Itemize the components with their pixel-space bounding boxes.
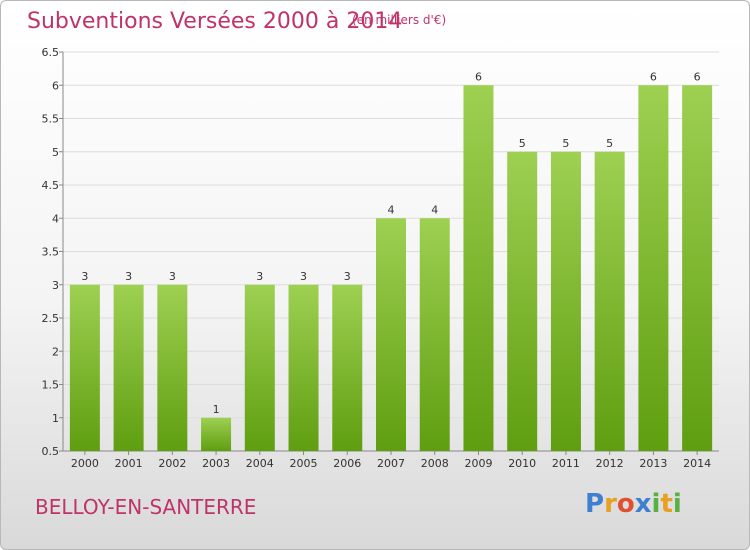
x-tick-label: 2006: [333, 457, 361, 470]
x-tick-label: 2008: [421, 457, 449, 470]
bar-2004: [244, 284, 275, 451]
x-tick-label: 2010: [508, 457, 536, 470]
bar-2002: [157, 284, 188, 451]
data-label-2002: 3: [169, 270, 176, 283]
y-tick-label: 2: [52, 345, 59, 358]
y-tick-label: 5: [52, 146, 59, 159]
x-tick-label: 2007: [377, 457, 405, 470]
data-label-2000: 3: [81, 270, 88, 283]
bar-2009: [463, 85, 494, 451]
bar-2014: [682, 85, 713, 451]
y-tick-label: 3: [52, 279, 59, 292]
data-label-2007: 4: [388, 203, 395, 216]
bar-2006: [332, 284, 363, 451]
y-tick-label: 2.5: [42, 312, 60, 325]
logo-letter: t: [660, 489, 673, 519]
y-tick-label: 1.5: [42, 379, 60, 392]
y-tick-label: 1: [52, 412, 59, 425]
logo-letter: P: [585, 489, 605, 519]
data-label-2004: 3: [256, 270, 263, 283]
bar-2013: [638, 85, 669, 451]
bar-2011: [550, 151, 581, 451]
x-tick-label: 2002: [158, 457, 186, 470]
data-label-2006: 3: [344, 270, 351, 283]
data-label-2013: 6: [650, 70, 657, 83]
data-label-2010: 5: [519, 137, 526, 150]
x-tick-label: 2000: [71, 457, 99, 470]
x-tick-label: 2011: [552, 457, 580, 470]
bar-2008: [419, 218, 450, 451]
y-tick-label: 4: [52, 212, 59, 225]
y-tick-label: 5.5: [42, 113, 60, 126]
data-label-2014: 6: [694, 70, 701, 83]
city-name: BELLOY-EN-SANTERRE: [35, 495, 257, 519]
x-tick-label: 2014: [683, 457, 711, 470]
y-tick-label: 6: [52, 79, 59, 92]
bar-2003: [201, 417, 232, 451]
labels: 3 2000 3 2001 3 2002 1 2003 3 2004 3 2005 3 2006 4 2007…: [71, 70, 711, 470]
data-label-2008: 4: [431, 203, 438, 216]
bar-2007: [376, 218, 406, 451]
proxiti-logo[interactable]: Proxiti: [585, 489, 682, 519]
bar-2012: [594, 151, 625, 451]
bar-2010: [507, 151, 538, 451]
data-label-2005: 3: [300, 270, 307, 283]
y-tick-label: 3.5: [42, 246, 60, 259]
logo-letter: x: [634, 489, 652, 519]
x-tick-label: 2001: [115, 457, 143, 470]
logo-letter: i: [651, 489, 661, 519]
y-tick-label: 4.5: [42, 179, 60, 192]
bar-2001: [113, 284, 144, 451]
chart-unit: (en milliers d'€): [352, 13, 447, 27]
logo-letter: i: [672, 489, 682, 519]
data-label-2011: 5: [562, 137, 569, 150]
x-tick-label: 2005: [290, 457, 318, 470]
x-tick-label: 2009: [464, 457, 492, 470]
x-tick-label: 2013: [639, 457, 667, 470]
data-label-2003: 1: [213, 403, 220, 416]
data-label-2009: 6: [475, 70, 482, 83]
bars: [69, 85, 713, 451]
x-tick-label: 2012: [596, 457, 624, 470]
data-label-2001: 3: [125, 270, 132, 283]
y-tick-label: 0.5: [42, 445, 60, 458]
chart-title: Subventions Versées 2000 à 2014: [27, 9, 403, 34]
logo-letter: r: [604, 489, 617, 519]
logo-letter: o: [616, 489, 635, 519]
data-label-2012: 5: [606, 137, 613, 150]
x-tick-label: 2003: [202, 457, 230, 470]
bar-2000: [69, 284, 100, 451]
y-tick-label: 6.5: [42, 46, 60, 59]
bar-2005: [288, 284, 319, 451]
x-tick-label: 2004: [246, 457, 274, 470]
